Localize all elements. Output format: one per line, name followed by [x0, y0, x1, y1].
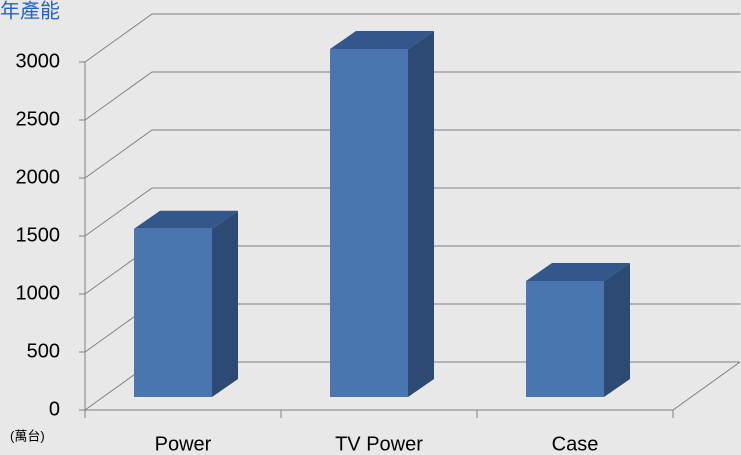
x-tick-label: Case	[552, 433, 599, 455]
y-tick-label: 3000	[16, 50, 61, 72]
y-tick-label: 1000	[16, 282, 61, 304]
grid-line	[84, 13, 740, 63]
bar	[134, 228, 212, 397]
y-tick-label: 500	[27, 340, 60, 362]
bar-side	[604, 263, 630, 397]
x-tick-label: Power	[155, 433, 212, 455]
y-unit: (萬台)	[10, 428, 45, 443]
chart-title: 年產能	[0, 0, 60, 22]
bar-top	[330, 31, 434, 49]
bar-side	[212, 210, 238, 397]
bar-side	[408, 31, 434, 397]
y-tick-label: 1500	[16, 224, 61, 246]
y-tick-label: 0	[49, 398, 60, 420]
bar-top	[134, 210, 238, 229]
bar	[526, 281, 604, 397]
x-tick-label: TV Power	[335, 433, 423, 455]
bar-top	[526, 263, 630, 281]
y-tick-label: 2000	[16, 166, 61, 188]
grid-line	[84, 187, 740, 237]
grid-line	[84, 129, 740, 179]
grid-line	[84, 71, 740, 121]
y-tick-label: 2500	[16, 108, 61, 130]
bar	[330, 49, 408, 397]
